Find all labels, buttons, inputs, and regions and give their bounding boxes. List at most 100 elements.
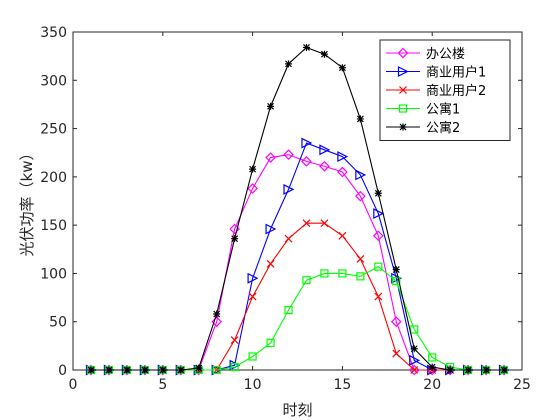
- data-point: [374, 262, 383, 271]
- data-point: [408, 364, 420, 376]
- data-point: [338, 231, 347, 240]
- data-point: [266, 259, 275, 268]
- data-point: [87, 366, 95, 374]
- data-point: [249, 165, 257, 173]
- data-point: [195, 364, 203, 372]
- legend-label: 公寓1: [426, 102, 460, 118]
- data-point: [213, 310, 221, 318]
- y-tick-label: 100: [40, 266, 67, 282]
- data-point: [356, 255, 365, 263]
- legend-marker: [399, 86, 407, 94]
- data-point: [374, 189, 382, 197]
- x-tick-label: 5: [158, 377, 167, 393]
- data-point: [338, 64, 346, 72]
- x-tick-label: 20: [423, 377, 441, 393]
- y-tick-label: 150: [40, 218, 67, 234]
- legend-marker: [397, 47, 409, 59]
- y-axis: 0 50 100 150 200 250 300 350: [40, 25, 522, 379]
- data-point: [231, 235, 239, 243]
- data-point: [123, 366, 131, 374]
- data-point: [284, 234, 293, 243]
- data-point: [211, 316, 223, 328]
- legend-item: 公寓1: [386, 102, 460, 118]
- data-point: [409, 354, 421, 366]
- data-point: [482, 366, 490, 374]
- legend-label: 办公楼: [426, 47, 465, 62]
- data-point: [373, 208, 385, 220]
- data-point: [301, 156, 312, 167]
- y-tick-label: 350: [40, 25, 67, 41]
- x-tick-label: 0: [69, 377, 78, 393]
- data-point: [355, 190, 366, 202]
- data-point: [319, 160, 330, 172]
- data-point: [302, 43, 310, 51]
- data-point: [283, 183, 295, 195]
- data-point: [285, 60, 293, 68]
- y-tick-label: 0: [58, 363, 67, 379]
- data-point: [320, 50, 328, 58]
- data-point: [337, 166, 348, 178]
- data-point: [247, 272, 259, 284]
- data-point: [464, 366, 472, 374]
- data-point: [428, 363, 436, 371]
- legend-item: 公寓2: [386, 120, 460, 136]
- x-tick-label: 10: [244, 377, 262, 393]
- data-point: [265, 152, 276, 163]
- data-point: [230, 336, 239, 344]
- data-point: [338, 269, 347, 278]
- legend-marker: [398, 104, 408, 113]
- data-point: [320, 269, 329, 278]
- data-point: [356, 115, 364, 123]
- x-axis-title: 时刻: [282, 401, 312, 419]
- legend-label: 公寓2: [426, 120, 460, 136]
- data-point: [355, 169, 367, 181]
- y-tick-label: 300: [40, 73, 67, 89]
- data-point: [337, 151, 349, 163]
- series-layer: [85, 43, 510, 376]
- y-tick-label: 200: [40, 170, 67, 186]
- data-point: [410, 366, 419, 374]
- series-5: [87, 43, 508, 374]
- legend-item: 办公楼: [386, 47, 465, 62]
- legend-marker: [397, 66, 409, 77]
- data-point: [372, 230, 384, 242]
- data-point: [265, 223, 277, 235]
- data-point: [283, 149, 294, 160]
- data-point: [141, 366, 149, 374]
- data-point: [320, 219, 329, 228]
- legend-label: 商业用户1: [426, 65, 486, 81]
- y-axis-title: 光伏功率（kw）: [18, 146, 36, 257]
- data-point: [410, 345, 418, 353]
- legend-marker: [399, 123, 407, 131]
- data-point: [105, 366, 113, 374]
- data-point: [266, 338, 275, 348]
- data-point: [159, 366, 167, 374]
- data-point: [392, 349, 401, 358]
- data-point: [319, 144, 331, 156]
- data-point: [374, 292, 383, 301]
- data-point: [248, 292, 257, 301]
- legend-item: 商业用户2: [386, 83, 486, 99]
- data-point: [500, 366, 508, 374]
- data-point: [356, 272, 365, 281]
- data-point: [392, 277, 401, 286]
- data-point: [177, 366, 185, 374]
- data-point: [212, 365, 221, 375]
- data-point: [410, 325, 419, 334]
- data-point: [267, 102, 275, 110]
- x-tick-label: 25: [513, 377, 531, 393]
- data-point: [247, 183, 258, 194]
- data-point: [302, 219, 311, 228]
- legend-label: 商业用户2: [426, 83, 486, 99]
- legend-item: 商业用户1: [386, 65, 486, 81]
- data-point: [284, 306, 293, 315]
- data-point: [392, 266, 400, 274]
- data-point: [446, 366, 454, 374]
- data-point: [301, 137, 313, 149]
- data-point: [302, 276, 311, 285]
- data-point: [390, 316, 402, 328]
- data-point: [428, 353, 437, 362]
- y-tick-label: 250: [40, 122, 67, 138]
